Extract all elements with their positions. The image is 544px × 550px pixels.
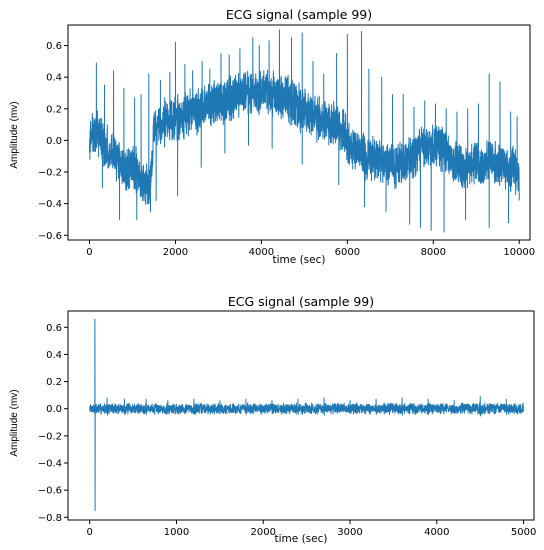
chart-1: ECG signal (sample 99) Amplitude (mv) ti… xyxy=(9,7,535,266)
chart-1-title: ECG signal (sample 99) xyxy=(226,7,372,22)
chart-2-y-tick-label: −0.8 xyxy=(38,513,62,524)
chart-2-y-tick-label: −0.6 xyxy=(38,486,62,497)
chart-1-y-tick-label: 0.4 xyxy=(46,73,62,84)
chart-2-x-tick-label: 5000 xyxy=(511,527,536,538)
chart-1-x-tick-label: 10000 xyxy=(503,247,535,258)
chart-2-y-tick-label: 0.4 xyxy=(46,350,62,361)
chart-1-x-tick-label: 8000 xyxy=(421,247,446,258)
chart-1-x-tick-label: 2000 xyxy=(163,247,188,258)
chart-1-x-tick-label: 4000 xyxy=(249,247,274,258)
chart-1-plot-frame xyxy=(67,24,531,241)
chart-1-y-tick-label: 0.0 xyxy=(46,136,62,147)
chart-2-y-tick-label: −0.2 xyxy=(38,431,62,442)
chart-1-y-tick-label: −0.6 xyxy=(38,231,62,242)
chart-1-x-tick-label: 0 xyxy=(86,247,92,258)
chart-1-y-tick-label: −0.2 xyxy=(38,168,62,179)
chart-2-y-tick-label: 0.2 xyxy=(46,377,62,388)
chart-1-y-axis-label: Amplitude (mv) xyxy=(9,101,20,168)
chart-2-x-tick-label: 1000 xyxy=(164,527,189,538)
chart-2-y-axis-label: Amplitude (mv) xyxy=(9,389,20,456)
chart-2: ECG signal (sample 99) Amplitude (mv) ti… xyxy=(9,294,536,545)
chart-2-y-tick-label: −0.4 xyxy=(38,459,62,470)
chart-1-x-axis-label: time (sec) xyxy=(273,254,326,266)
chart-1-ticks: 0 2000 4000 6000 8000 10000 −0.6 −0.4 −0.2 0.0 0.2… xyxy=(38,41,535,258)
chart-2-x-axis-label: time (sec) xyxy=(275,533,328,545)
chart-2-x-tick-label: 3000 xyxy=(337,527,362,538)
chart-1-series xyxy=(88,29,520,233)
chart-2-y-tick-label: 0.0 xyxy=(46,404,62,415)
chart-2-x-tick-label: 4000 xyxy=(424,527,449,538)
chart-2-ecg-line xyxy=(89,318,525,511)
chart-2-title: ECG signal (sample 99) xyxy=(228,294,374,309)
chart-2-x-tick-label: 2000 xyxy=(251,527,276,538)
chart-1-y-tick-label: 0.2 xyxy=(46,104,62,115)
chart-1-x-tick-label: 6000 xyxy=(335,247,360,258)
chart-1-ecg-line xyxy=(88,29,520,233)
chart-2-ticks: 0 1000 2000 3000 4000 5000 −0.8 −0.6 −0.4 −0.2 0.0… xyxy=(38,323,537,538)
chart-2-x-tick-label: 0 xyxy=(87,527,93,538)
chart-1-y-tick-label: −0.4 xyxy=(38,199,62,210)
chart-1-y-tick-label: 0.6 xyxy=(46,41,62,52)
chart-2-y-tick-label: 0.6 xyxy=(46,323,62,334)
chart-2-series xyxy=(89,318,525,511)
chart-2-plot-frame xyxy=(67,310,535,521)
